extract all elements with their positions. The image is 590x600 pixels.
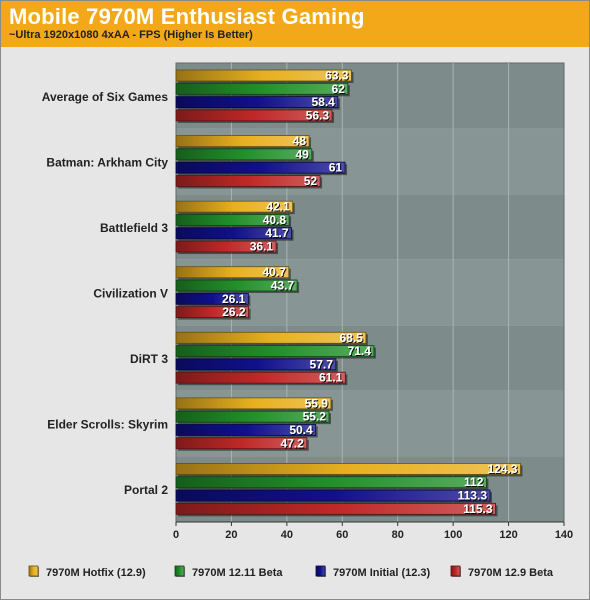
- category-label: Portal 2: [124, 483, 168, 497]
- bar: [175, 410, 330, 423]
- data-label: 42.1: [266, 200, 290, 214]
- data-label: 61.1: [319, 371, 343, 385]
- bar: [175, 82, 349, 95]
- data-label: 43.7: [271, 279, 295, 293]
- x-tick-label: 120: [499, 529, 517, 541]
- data-label: 56.3: [306, 108, 330, 122]
- data-label: 61: [329, 161, 343, 175]
- bar: [175, 437, 308, 450]
- legend-swatch: [28, 565, 39, 577]
- data-label: 113.3: [458, 489, 488, 503]
- bar: [175, 148, 313, 161]
- data-label: 62: [331, 82, 345, 96]
- legend-label: 7970M Hotfix (12.9): [46, 567, 146, 579]
- data-label: 124.3: [487, 462, 517, 476]
- bar: [175, 240, 277, 253]
- bar: [175, 371, 346, 384]
- data-label: 68.5: [339, 331, 363, 345]
- category-label: Battlefield 3: [100, 221, 168, 235]
- category-label: Average of Six Games: [42, 90, 169, 104]
- legend-swatch: [450, 565, 461, 577]
- x-tick-label: 0: [173, 529, 179, 541]
- bar: [175, 279, 298, 292]
- x-tick-label: 80: [392, 529, 404, 541]
- x-tick-label: 40: [281, 529, 293, 541]
- bar: [175, 96, 339, 108]
- bar: [175, 135, 310, 147]
- bar: [175, 502, 496, 515]
- bar: [175, 345, 375, 357]
- category-labels: Average of Six Games Batman: Arkham City B…: [42, 90, 169, 497]
- legend: 7970M Hotfix (12.9) 7970M 12.11 Beta 7970M…: [28, 565, 554, 579]
- bar: [175, 109, 333, 122]
- bar: [175, 358, 337, 371]
- x-tick-label: 60: [336, 529, 348, 541]
- data-label: 26.1: [222, 292, 246, 306]
- data-label: 112: [464, 475, 484, 489]
- chart-title: Mobile 7970M Enthusiast Gaming: [9, 4, 365, 29]
- data-label: 63.3: [325, 69, 349, 83]
- bar: [175, 306, 250, 319]
- x-tick-label: 100: [444, 529, 462, 541]
- data-label: 47.2: [280, 436, 304, 450]
- bar: [175, 161, 346, 174]
- bar: [175, 489, 491, 502]
- data-label: 58.4: [311, 95, 335, 109]
- bar: [175, 476, 487, 489]
- bar: [175, 227, 292, 240]
- x-tick-label: 20: [225, 529, 237, 541]
- data-label: 36.1: [250, 240, 274, 254]
- data-label: 41.7: [265, 226, 289, 240]
- data-label: 115.3: [463, 502, 493, 516]
- data-label: 57.7: [310, 357, 334, 371]
- category-label: Batman: Arkham City: [46, 155, 168, 169]
- bar: [175, 175, 321, 187]
- legend-label: 7970M Initial (12.3): [333, 567, 431, 579]
- data-label: 26.2: [222, 305, 246, 319]
- chart-subtitle: ~Ultra 1920x1080 4xAA - FPS (Higher Is B…: [9, 29, 253, 41]
- data-label: 49: [295, 147, 309, 161]
- data-label: 55.9: [305, 396, 329, 410]
- category-label: DiRT 3: [130, 352, 168, 366]
- bar: [175, 463, 521, 475]
- data-label: 40.8: [263, 213, 287, 227]
- data-label: 40.7: [262, 265, 286, 279]
- bar: [175, 266, 290, 279]
- bar: [175, 424, 317, 436]
- x-axis: 0 20 40 60 80 100 120 140: [173, 521, 573, 541]
- data-label: 55.2: [303, 410, 327, 424]
- bar: [175, 200, 294, 213]
- data-label: 52: [304, 174, 318, 188]
- bar: [175, 331, 367, 344]
- data-label: 48: [293, 134, 307, 148]
- legend-swatch: [315, 565, 326, 577]
- bar: [175, 397, 332, 410]
- data-label: 50.4: [289, 423, 313, 437]
- bar: [175, 214, 290, 226]
- bar: [175, 292, 249, 305]
- category-label: Elder Scrolls: Skyrim: [47, 418, 168, 432]
- chart-header: Mobile 7970M Enthusiast Gaming ~Ultra 19…: [1, 1, 589, 47]
- legend-swatch: [174, 565, 185, 577]
- bar: [175, 69, 352, 82]
- category-label: Civilization V: [93, 287, 168, 301]
- x-tick-label: 140: [555, 529, 573, 541]
- data-label: 71.4: [348, 344, 372, 358]
- legend-label: 7970M 12.11 Beta: [192, 567, 283, 579]
- legend-label: 7970M 12.9 Beta: [468, 567, 554, 579]
